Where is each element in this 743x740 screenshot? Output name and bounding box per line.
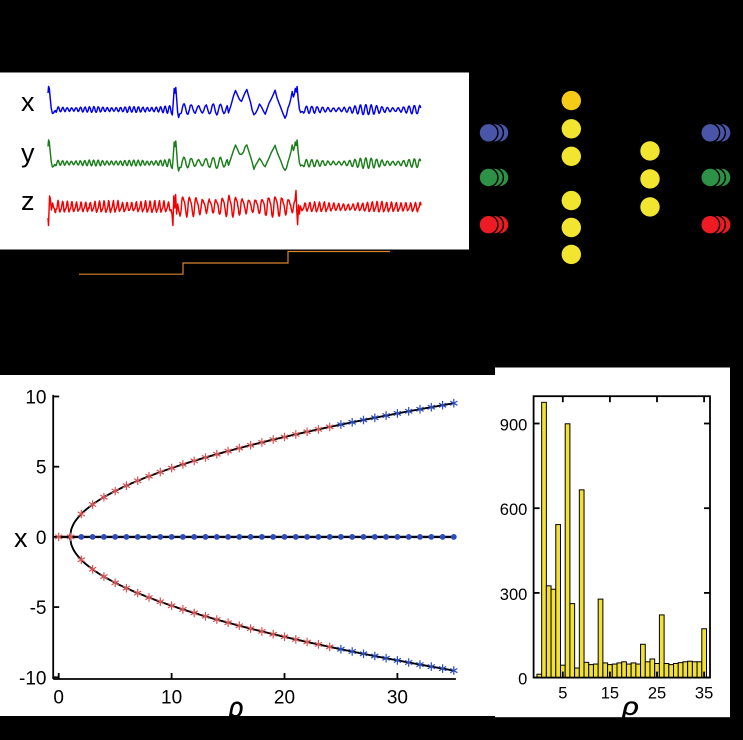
svg-text:-10: -10	[19, 668, 46, 689]
svg-text:35: 35	[695, 685, 713, 703]
svg-text:900: 900	[500, 417, 528, 435]
svg-text:ρ: ρ	[621, 693, 639, 721]
svg-text:0: 0	[36, 528, 47, 549]
svg-text:y: y	[21, 138, 35, 168]
svg-text:10: 10	[25, 388, 46, 409]
svg-text:15: 15	[601, 685, 619, 703]
svg-text:30: 30	[387, 687, 408, 708]
svg-text:25: 25	[648, 685, 666, 703]
svg-text:x: x	[21, 87, 35, 117]
svg-text:600: 600	[500, 501, 528, 519]
svg-text:0: 0	[53, 687, 64, 708]
svg-text:ρ: ρ	[228, 690, 244, 723]
svg-text:20: 20	[274, 687, 295, 708]
svg-text:300: 300	[500, 586, 528, 604]
svg-text:x: x	[14, 523, 28, 553]
svg-text:10: 10	[161, 687, 182, 708]
svg-text:5: 5	[36, 458, 47, 479]
svg-text:0: 0	[518, 671, 527, 689]
svg-text:-5: -5	[30, 598, 47, 619]
svg-text:5: 5	[558, 685, 567, 703]
svg-text:z: z	[21, 186, 35, 216]
